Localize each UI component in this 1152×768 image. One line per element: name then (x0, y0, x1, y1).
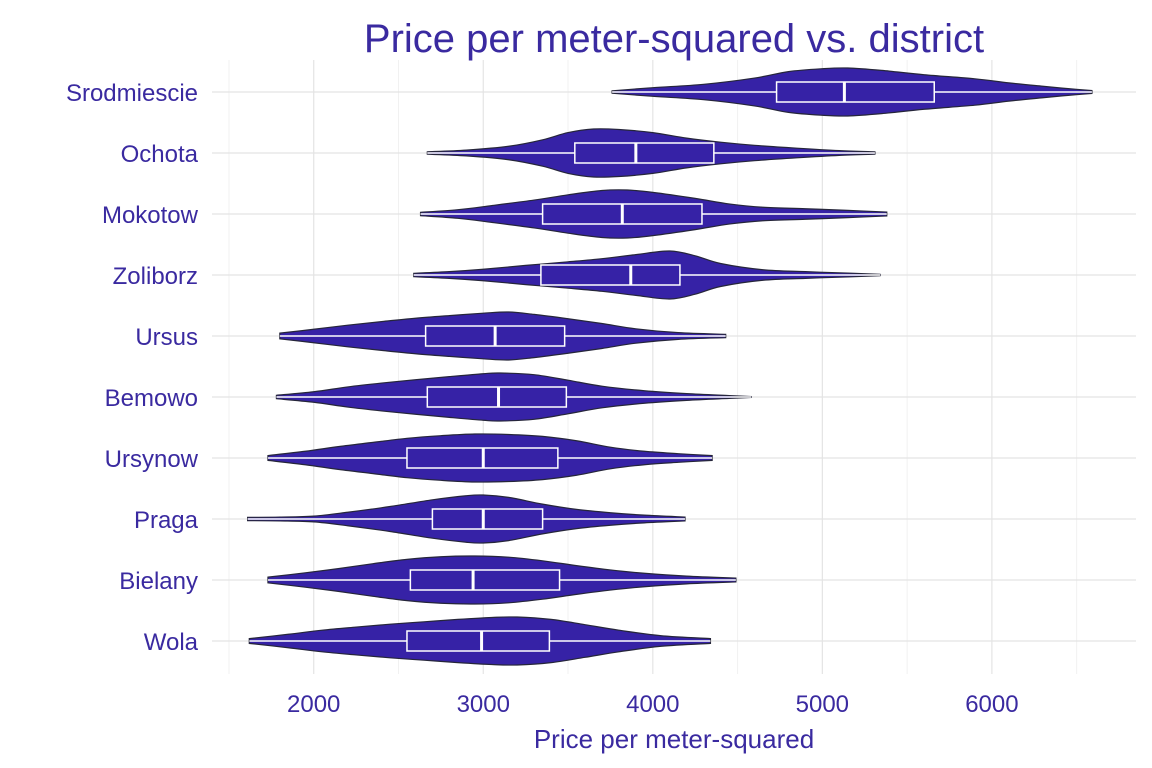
chart-title: Price per meter-squared vs. district (364, 17, 984, 61)
box-ochota (574, 142, 715, 164)
category-label-bemowo: Bemowo (105, 385, 198, 412)
x-tick-label: 5000 (796, 691, 849, 718)
x-axis-label: Price per meter-squared (534, 724, 814, 754)
category-label-ursynow: Ursynow (105, 446, 199, 473)
category-label-wola: Wola (144, 629, 199, 656)
box-bemowo (426, 386, 568, 408)
x-tick-label: 4000 (626, 691, 679, 718)
x-axis-ticks: 2000 3000 4000 5000 6000 (287, 691, 1019, 718)
box-srodmiescie (775, 81, 935, 103)
category-label-ochota: Ochota (121, 141, 199, 168)
box-wola (406, 630, 551, 652)
violins (247, 67, 1093, 666)
box-praga (431, 508, 544, 530)
category-label-mokotow: Mokotow (102, 202, 199, 229)
category-label-bielany: Bielany (119, 568, 198, 595)
category-label-zoliborz: Zoliborz (113, 263, 198, 290)
category-labels: Srodmiescie Ochota Mokotow Zoliborz Ursus Bem… (66, 80, 199, 656)
box-zoliborz (540, 264, 681, 286)
x-tick-label: 2000 (287, 691, 340, 718)
box-bielany (409, 569, 561, 591)
category-label-srodmiescie: Srodmiescie (66, 80, 198, 107)
x-tick-label: 6000 (965, 691, 1018, 718)
category-label-ursus: Ursus (135, 324, 198, 351)
category-label-praga: Praga (134, 507, 199, 534)
x-tick-label: 3000 (457, 691, 510, 718)
